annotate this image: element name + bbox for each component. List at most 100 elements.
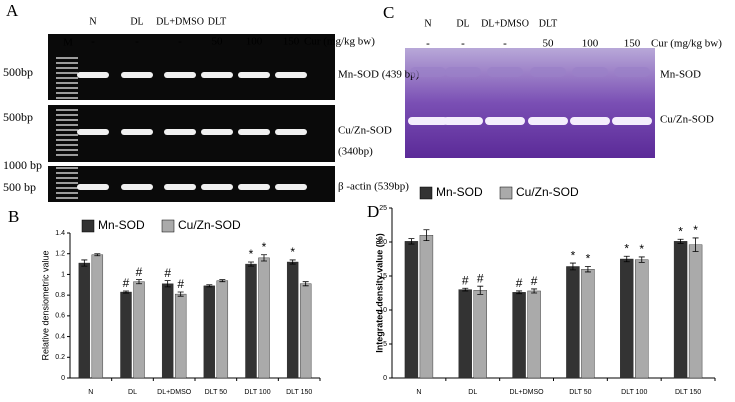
y-tick-label: 20	[379, 239, 387, 246]
significance-mark: *	[639, 242, 644, 256]
band-label: (340bp)	[338, 146, 373, 158]
significance-mark: #	[164, 266, 171, 280]
size-label: 500bp	[3, 110, 33, 124]
significance-mark: *	[624, 241, 629, 255]
band-label: β -actin (539bp)	[338, 181, 409, 193]
error-bar	[219, 279, 226, 283]
gel-band	[275, 129, 307, 135]
significance-mark: #	[462, 273, 469, 287]
bar	[404, 241, 419, 379]
y-tick-label: 1	[61, 271, 65, 278]
bar	[161, 283, 174, 379]
bar	[133, 281, 145, 379]
panel-label: A	[6, 1, 19, 20]
dose-label: -	[503, 38, 507, 50]
zymo-band	[614, 67, 650, 77]
gel-band	[77, 129, 109, 135]
zymogram	[405, 48, 655, 158]
gel-band	[77, 72, 109, 78]
zymo-band	[487, 67, 523, 77]
bar	[286, 261, 299, 379]
bar	[174, 293, 187, 379]
y-tick-label: 5	[383, 341, 387, 348]
gel-band	[238, 72, 270, 78]
legend-swatch	[161, 219, 175, 233]
bar	[635, 259, 649, 379]
error-bar	[261, 254, 267, 262]
error-bar	[516, 290, 523, 295]
error-bar	[408, 238, 415, 245]
panel-label: B	[8, 207, 19, 226]
gel-band	[275, 72, 307, 78]
size-label: 500bp	[3, 65, 33, 79]
y-tick-label: 15	[379, 273, 387, 280]
error-bar	[177, 291, 184, 297]
x-tick-label: DLT 100	[244, 389, 270, 396]
zymo-band	[528, 117, 568, 125]
x-tick-label: DLT 150	[675, 389, 701, 396]
zymo-band	[530, 67, 566, 77]
dose-label: -	[461, 38, 465, 50]
dose-label: 50	[212, 36, 224, 48]
lane-label: DL+DMSO	[156, 16, 204, 27]
y-tick-label: 1.4	[55, 230, 65, 237]
error-bar	[623, 255, 630, 263]
bar	[581, 269, 595, 379]
x-tick-label: DLT 100	[621, 389, 647, 396]
error-bar	[81, 259, 88, 267]
significance-mark: #	[136, 265, 143, 279]
significance-mark: #	[531, 274, 538, 288]
bar	[512, 292, 526, 379]
error-bar	[569, 262, 576, 271]
gel-band	[275, 184, 307, 190]
error-bar	[136, 279, 142, 285]
y-tick-label: 0.6	[55, 313, 65, 320]
bar	[566, 266, 580, 379]
zymo-band	[408, 117, 448, 125]
bar	[91, 254, 104, 379]
zymo-band	[445, 67, 481, 77]
dose-label: -	[426, 38, 430, 50]
x-tick-label: DL	[468, 389, 477, 396]
significance-mark: *	[571, 248, 576, 262]
gel-band	[121, 184, 153, 190]
bar	[458, 289, 472, 379]
error-bar	[677, 238, 684, 244]
gel-band	[77, 184, 109, 190]
dose-label: -	[178, 36, 182, 48]
error-bar	[94, 253, 101, 257]
band-label: Mn-SOD	[660, 69, 701, 81]
x-tick-label: DL	[128, 389, 137, 396]
bar	[203, 285, 216, 379]
y-tick-label: 0.2	[55, 354, 65, 361]
dose-label: 100	[246, 36, 263, 48]
lane-label: DLT	[208, 16, 227, 27]
gel-band	[164, 184, 196, 190]
y-axis-label: Integrated density value (%)	[374, 233, 384, 353]
significance-mark: #	[177, 277, 184, 291]
significance-mark: *	[262, 240, 267, 254]
significance-mark: *	[586, 252, 591, 266]
bar	[258, 257, 270, 379]
legend-label: Cu/Zn-SOD	[178, 218, 241, 232]
significance-mark: #	[123, 276, 130, 290]
bar	[299, 283, 312, 379]
y-tick-label: 25	[379, 205, 387, 212]
legend-label: Mn-SOD	[98, 218, 145, 232]
legend-swatch	[81, 219, 95, 233]
x-tick-label: DL+DMSO	[157, 389, 192, 396]
lane-label: DL+DMSO	[481, 18, 529, 29]
lane-label: N	[89, 16, 96, 27]
zymo-band	[612, 117, 652, 125]
error-bar	[423, 229, 430, 242]
bar	[419, 234, 434, 379]
bar	[527, 290, 541, 379]
dose-label: 50	[543, 38, 555, 50]
error-bar	[164, 280, 171, 288]
y-tick-label: 0	[383, 375, 387, 382]
x-tick-label: DL+DMSO	[510, 389, 545, 396]
dose-label: 150	[283, 36, 300, 48]
dose-unit: Cur (mg/kg bw)	[304, 36, 375, 48]
lane-label: M	[63, 37, 73, 49]
